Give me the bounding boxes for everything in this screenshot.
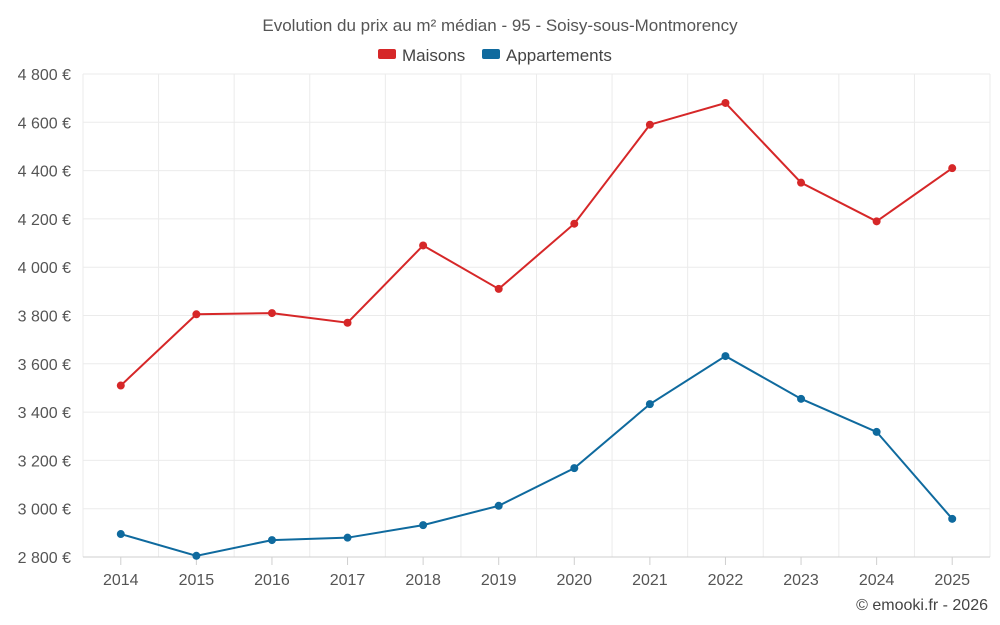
legend-swatch-appartements <box>482 49 500 59</box>
data-point-appartements[interactable] <box>343 533 352 542</box>
data-point-maisons[interactable] <box>570 219 579 228</box>
series-line-appartements <box>120 354 953 557</box>
x-tick-label: 2025 <box>934 572 970 589</box>
data-point-maisons[interactable] <box>267 309 276 318</box>
y-tick-label: 3 600 € <box>18 357 71 374</box>
x-axis: 2014 2015 2016 2017 2018 2019 2020 2021 2022 2023… <box>83 556 990 589</box>
legend: Maisons Appartements <box>378 46 612 65</box>
y-tick-label: 4 600 € <box>18 115 71 132</box>
x-tick-label: 2015 <box>179 572 215 589</box>
credit: © emooki.fr - 2026 <box>856 597 988 614</box>
data-point-maisons[interactable] <box>872 217 881 226</box>
data-point-appartements[interactable] <box>721 352 730 361</box>
data-point-appartements[interactable] <box>570 464 579 473</box>
x-tick-label: 2022 <box>708 572 744 589</box>
data-point-maisons[interactable] <box>343 318 352 327</box>
y-axis: 2 800 € 3 000 € 3 200 € 3 400 € 3 600 € 3 800… <box>18 67 71 567</box>
x-tick-label: 2023 <box>783 572 819 589</box>
x-tick-label: 2014 <box>103 572 139 589</box>
legend-label-maisons: Maisons <box>402 46 465 65</box>
data-point-maisons[interactable] <box>192 310 201 319</box>
y-tick-label: 4 400 € <box>18 164 71 181</box>
data-point-appartements[interactable] <box>494 501 503 510</box>
series <box>116 98 957 560</box>
legend-item-appartements[interactable]: Appartements <box>482 46 612 65</box>
y-tick-label: 4 200 € <box>18 212 71 229</box>
data-point-maisons[interactable] <box>948 164 957 173</box>
x-tick-label: 2021 <box>632 572 668 589</box>
y-tick-label: 3 400 € <box>18 405 71 422</box>
x-tick-label: 2018 <box>405 572 441 589</box>
data-point-maisons[interactable] <box>419 241 428 250</box>
data-point-appartements[interactable] <box>948 514 957 523</box>
x-tick-label: 2024 <box>859 572 895 589</box>
data-point-appartements[interactable] <box>797 394 806 403</box>
x-tick-label: 2019 <box>481 572 517 589</box>
series-line-maisons <box>120 101 953 387</box>
data-point-maisons[interactable] <box>116 381 125 390</box>
data-point-maisons[interactable] <box>797 178 806 187</box>
x-tick-label: 2020 <box>556 572 592 589</box>
y-tick-label: 3 200 € <box>18 453 71 470</box>
legend-item-maisons[interactable]: Maisons <box>378 46 465 65</box>
y-tick-label: 3 000 € <box>18 502 71 519</box>
data-point-appartements[interactable] <box>872 427 881 436</box>
grid <box>82 73 991 557</box>
data-point-appartements[interactable] <box>645 400 654 409</box>
data-point-maisons[interactable] <box>721 98 730 107</box>
data-point-appartements[interactable] <box>116 530 125 539</box>
y-tick-label: 4 800 € <box>18 67 71 84</box>
data-point-maisons[interactable] <box>645 120 654 129</box>
data-point-maisons[interactable] <box>494 284 503 293</box>
x-tick-label: 2017 <box>330 572 366 589</box>
y-tick-label: 4 000 € <box>18 260 71 277</box>
legend-label-appartements: Appartements <box>506 46 612 65</box>
data-point-appartements[interactable] <box>267 536 276 545</box>
legend-swatch-maisons <box>378 49 396 59</box>
x-tick-label: 2016 <box>254 572 290 589</box>
chart-title: Evolution du prix au m² médian - 95 - So… <box>262 16 738 35</box>
data-point-appartements[interactable] <box>419 521 428 530</box>
y-tick-label: 2 800 € <box>18 550 71 567</box>
data-point-appartements[interactable] <box>192 551 201 560</box>
y-tick-label: 3 800 € <box>18 309 71 326</box>
